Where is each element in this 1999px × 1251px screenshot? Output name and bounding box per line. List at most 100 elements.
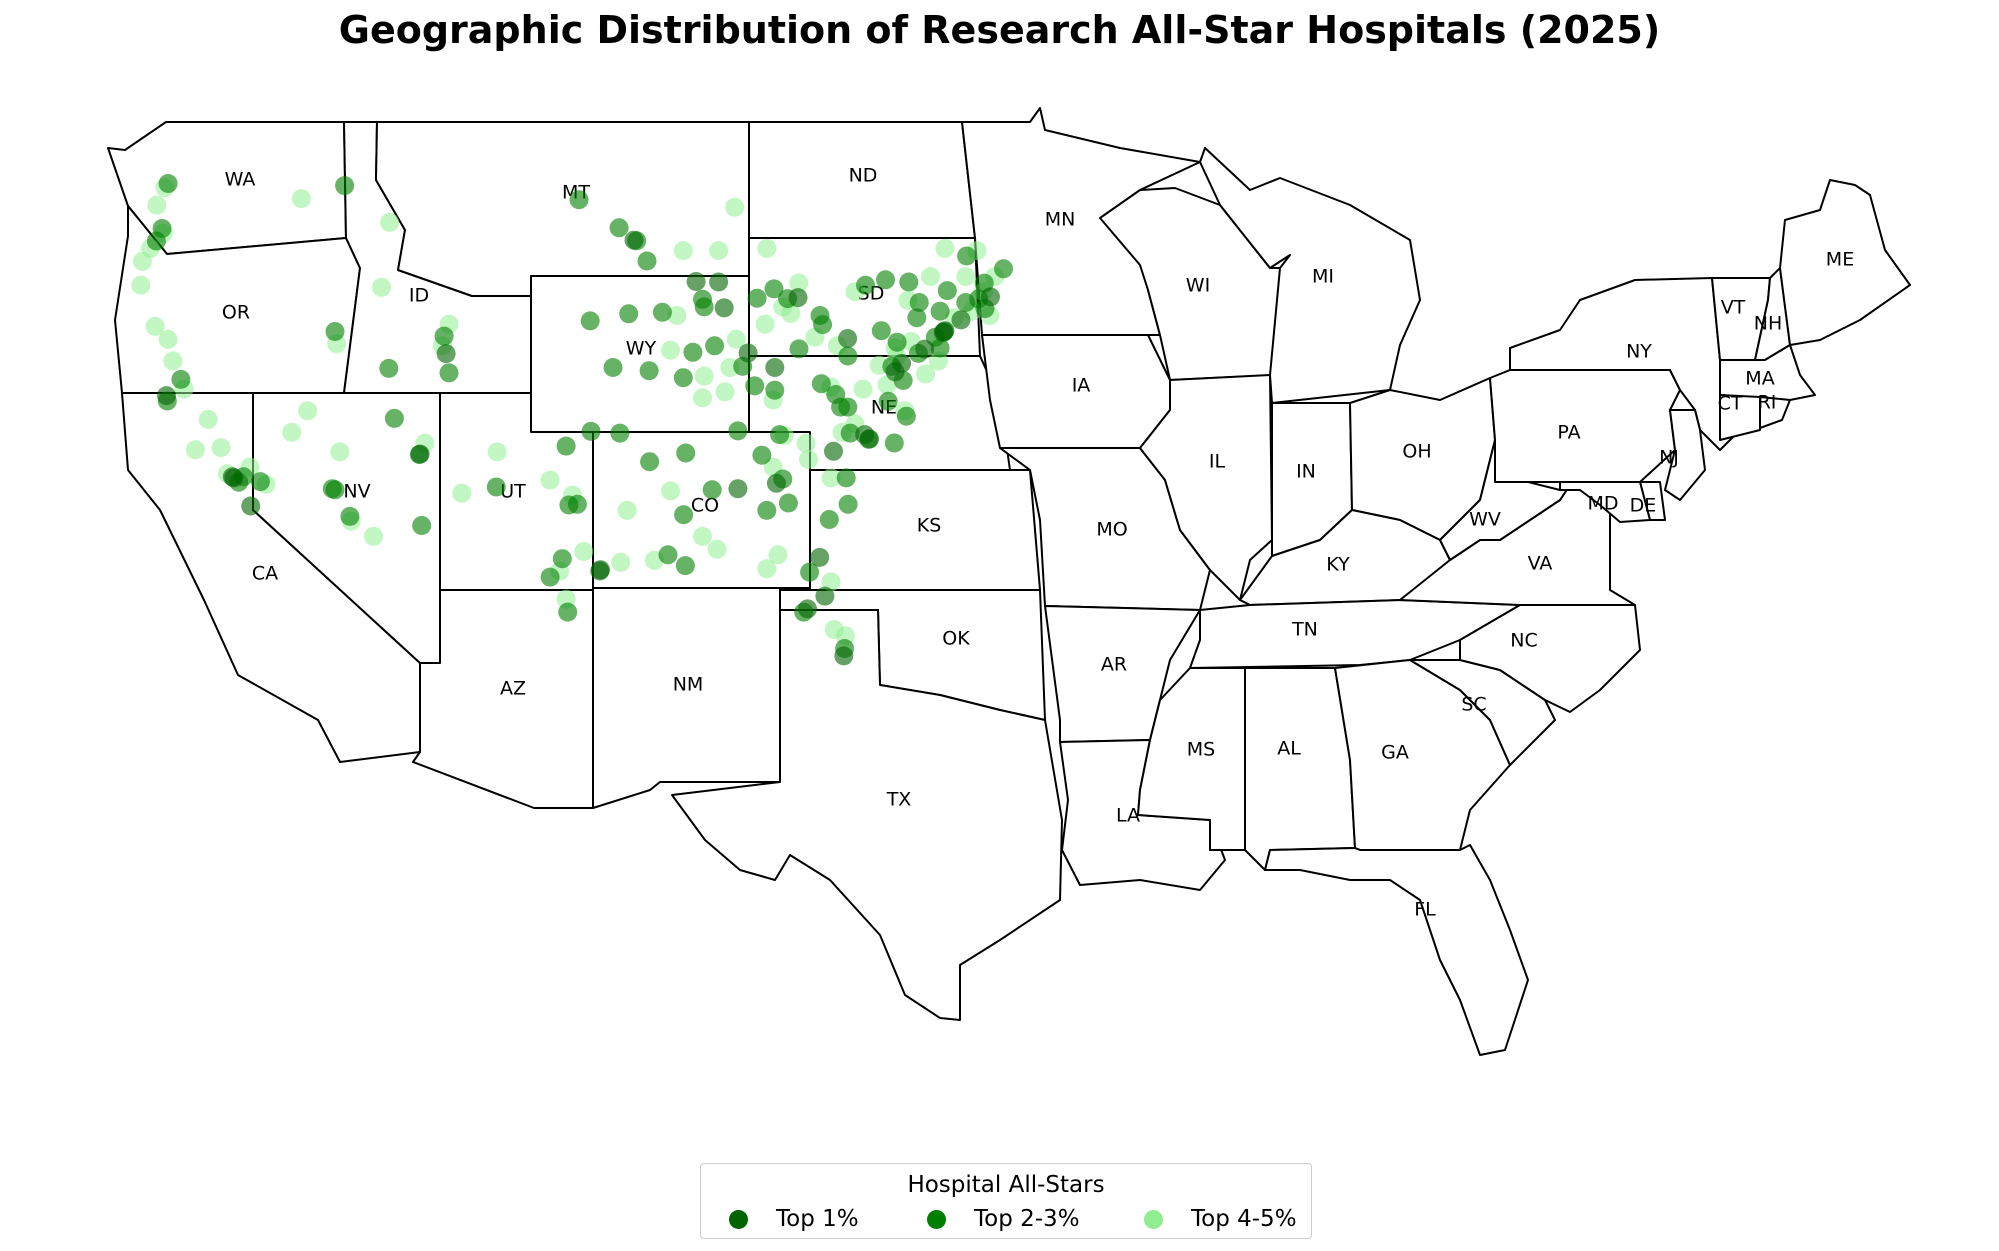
hospital-point bbox=[611, 552, 631, 572]
state-label-pa: PA bbox=[1557, 422, 1580, 444]
hospital-point bbox=[434, 326, 454, 346]
hospital-point bbox=[131, 275, 151, 295]
hospital-point bbox=[609, 218, 629, 238]
hospital-point bbox=[876, 270, 895, 290]
hospital-point bbox=[145, 316, 165, 336]
hospital-point bbox=[211, 438, 231, 458]
hospital-point bbox=[667, 306, 687, 325]
hospital-point bbox=[765, 380, 785, 400]
hospital-point bbox=[322, 479, 342, 499]
hospital-point bbox=[486, 477, 506, 497]
state-label-md: MD bbox=[1587, 493, 1618, 515]
hospital-point bbox=[798, 599, 817, 619]
hospital-point bbox=[937, 281, 957, 301]
state-label-ma: MA bbox=[1745, 368, 1774, 390]
hospital-point bbox=[673, 368, 693, 388]
hospital-point bbox=[764, 279, 784, 299]
hospital-point bbox=[291, 189, 311, 209]
hospital-point bbox=[916, 364, 936, 384]
hospital-point bbox=[887, 332, 907, 352]
hospital-point bbox=[981, 287, 1000, 307]
legend-title: Hospital All-Stars bbox=[907, 1172, 1105, 1198]
state-label-nv: NV bbox=[343, 481, 370, 503]
hospital-point bbox=[610, 423, 630, 443]
state-label-or: OR bbox=[222, 302, 250, 324]
hospital-point bbox=[885, 362, 905, 382]
hospital-point bbox=[683, 342, 703, 362]
hospital-point bbox=[930, 338, 950, 358]
hospital-point bbox=[325, 322, 345, 341]
hospital-point bbox=[907, 308, 927, 328]
state-label-ms: MS bbox=[1187, 739, 1215, 761]
hospital-point bbox=[781, 303, 801, 323]
hospital-point bbox=[856, 275, 875, 295]
state-label-ks: KS bbox=[917, 515, 942, 537]
state-label-vt: VT bbox=[1721, 297, 1746, 319]
hospital-point bbox=[146, 231, 166, 251]
hospital-point bbox=[871, 321, 891, 341]
hospital-point bbox=[747, 288, 767, 308]
hospital-point bbox=[693, 388, 712, 408]
hospital-point bbox=[581, 421, 601, 441]
legend-item-top-2-3: Top 2-3% bbox=[927, 1204, 1080, 1234]
hospital-point bbox=[709, 241, 729, 261]
state-label-tx: TX bbox=[886, 789, 912, 811]
hospital-point bbox=[603, 358, 623, 377]
state-ri bbox=[1759, 396, 1791, 429]
hospital-point bbox=[853, 379, 873, 399]
hospital-point bbox=[757, 238, 777, 258]
hospital-point bbox=[884, 433, 904, 453]
hospital-point bbox=[768, 545, 788, 565]
hospital-point bbox=[815, 586, 835, 606]
state-label-mn: MN bbox=[1045, 209, 1076, 231]
hospital-point bbox=[799, 450, 818, 469]
state-label-id: ID bbox=[409, 285, 429, 307]
hospital-point bbox=[745, 376, 765, 396]
state-al bbox=[1244, 667, 1356, 871]
state-label-ut: UT bbox=[500, 481, 526, 503]
state-fl bbox=[1264, 844, 1529, 1056]
hospital-point bbox=[590, 561, 610, 581]
hospital-point bbox=[198, 409, 218, 429]
hospital-point bbox=[934, 322, 954, 342]
state-label-nh: NH bbox=[1754, 313, 1783, 335]
hospital-point bbox=[821, 468, 841, 488]
hospital-point bbox=[726, 329, 746, 349]
state-label-ct: CT bbox=[1718, 393, 1743, 415]
hospital-point bbox=[436, 344, 456, 364]
hospital-point bbox=[821, 572, 841, 592]
hospital-point bbox=[556, 436, 576, 456]
state-label-nd: ND bbox=[849, 165, 878, 187]
hospital-point bbox=[709, 272, 729, 292]
legend-label-top-1: Top 1% bbox=[776, 1206, 859, 1232]
hospital-point bbox=[693, 526, 712, 546]
hospital-point bbox=[810, 547, 830, 567]
state-label-mo: MO bbox=[1096, 519, 1127, 541]
hospital-point bbox=[379, 358, 399, 378]
state-label-ky: KY bbox=[1326, 554, 1350, 576]
hospital-point bbox=[789, 339, 809, 359]
hospital-point bbox=[860, 429, 879, 449]
legend: Hospital All-Stars Top 1% Top 2-3% Top 4… bbox=[700, 1163, 1312, 1239]
hospital-point bbox=[755, 314, 775, 334]
hospital-point bbox=[956, 267, 976, 287]
hospital-point bbox=[819, 510, 839, 529]
hospital-point bbox=[185, 440, 205, 460]
state-label-ar: AR bbox=[1101, 654, 1127, 676]
state-label-wv: WV bbox=[1469, 509, 1501, 531]
hospital-point bbox=[921, 267, 940, 287]
hospital-point bbox=[540, 470, 560, 490]
hospital-point bbox=[896, 406, 916, 426]
hospital-point bbox=[813, 315, 833, 335]
hospital-point bbox=[157, 386, 176, 406]
state-label-co: CO bbox=[691, 495, 719, 517]
hospital-point bbox=[778, 493, 798, 513]
legend-item-top-1: Top 1% bbox=[729, 1204, 859, 1234]
hospital-point bbox=[714, 298, 734, 318]
state-label-la: LA bbox=[1116, 805, 1140, 827]
hospital-point bbox=[824, 620, 844, 639]
hospital-point bbox=[715, 382, 735, 402]
hospital-point bbox=[935, 238, 955, 258]
hospital-point bbox=[439, 363, 459, 383]
state-pa bbox=[1489, 369, 1681, 483]
